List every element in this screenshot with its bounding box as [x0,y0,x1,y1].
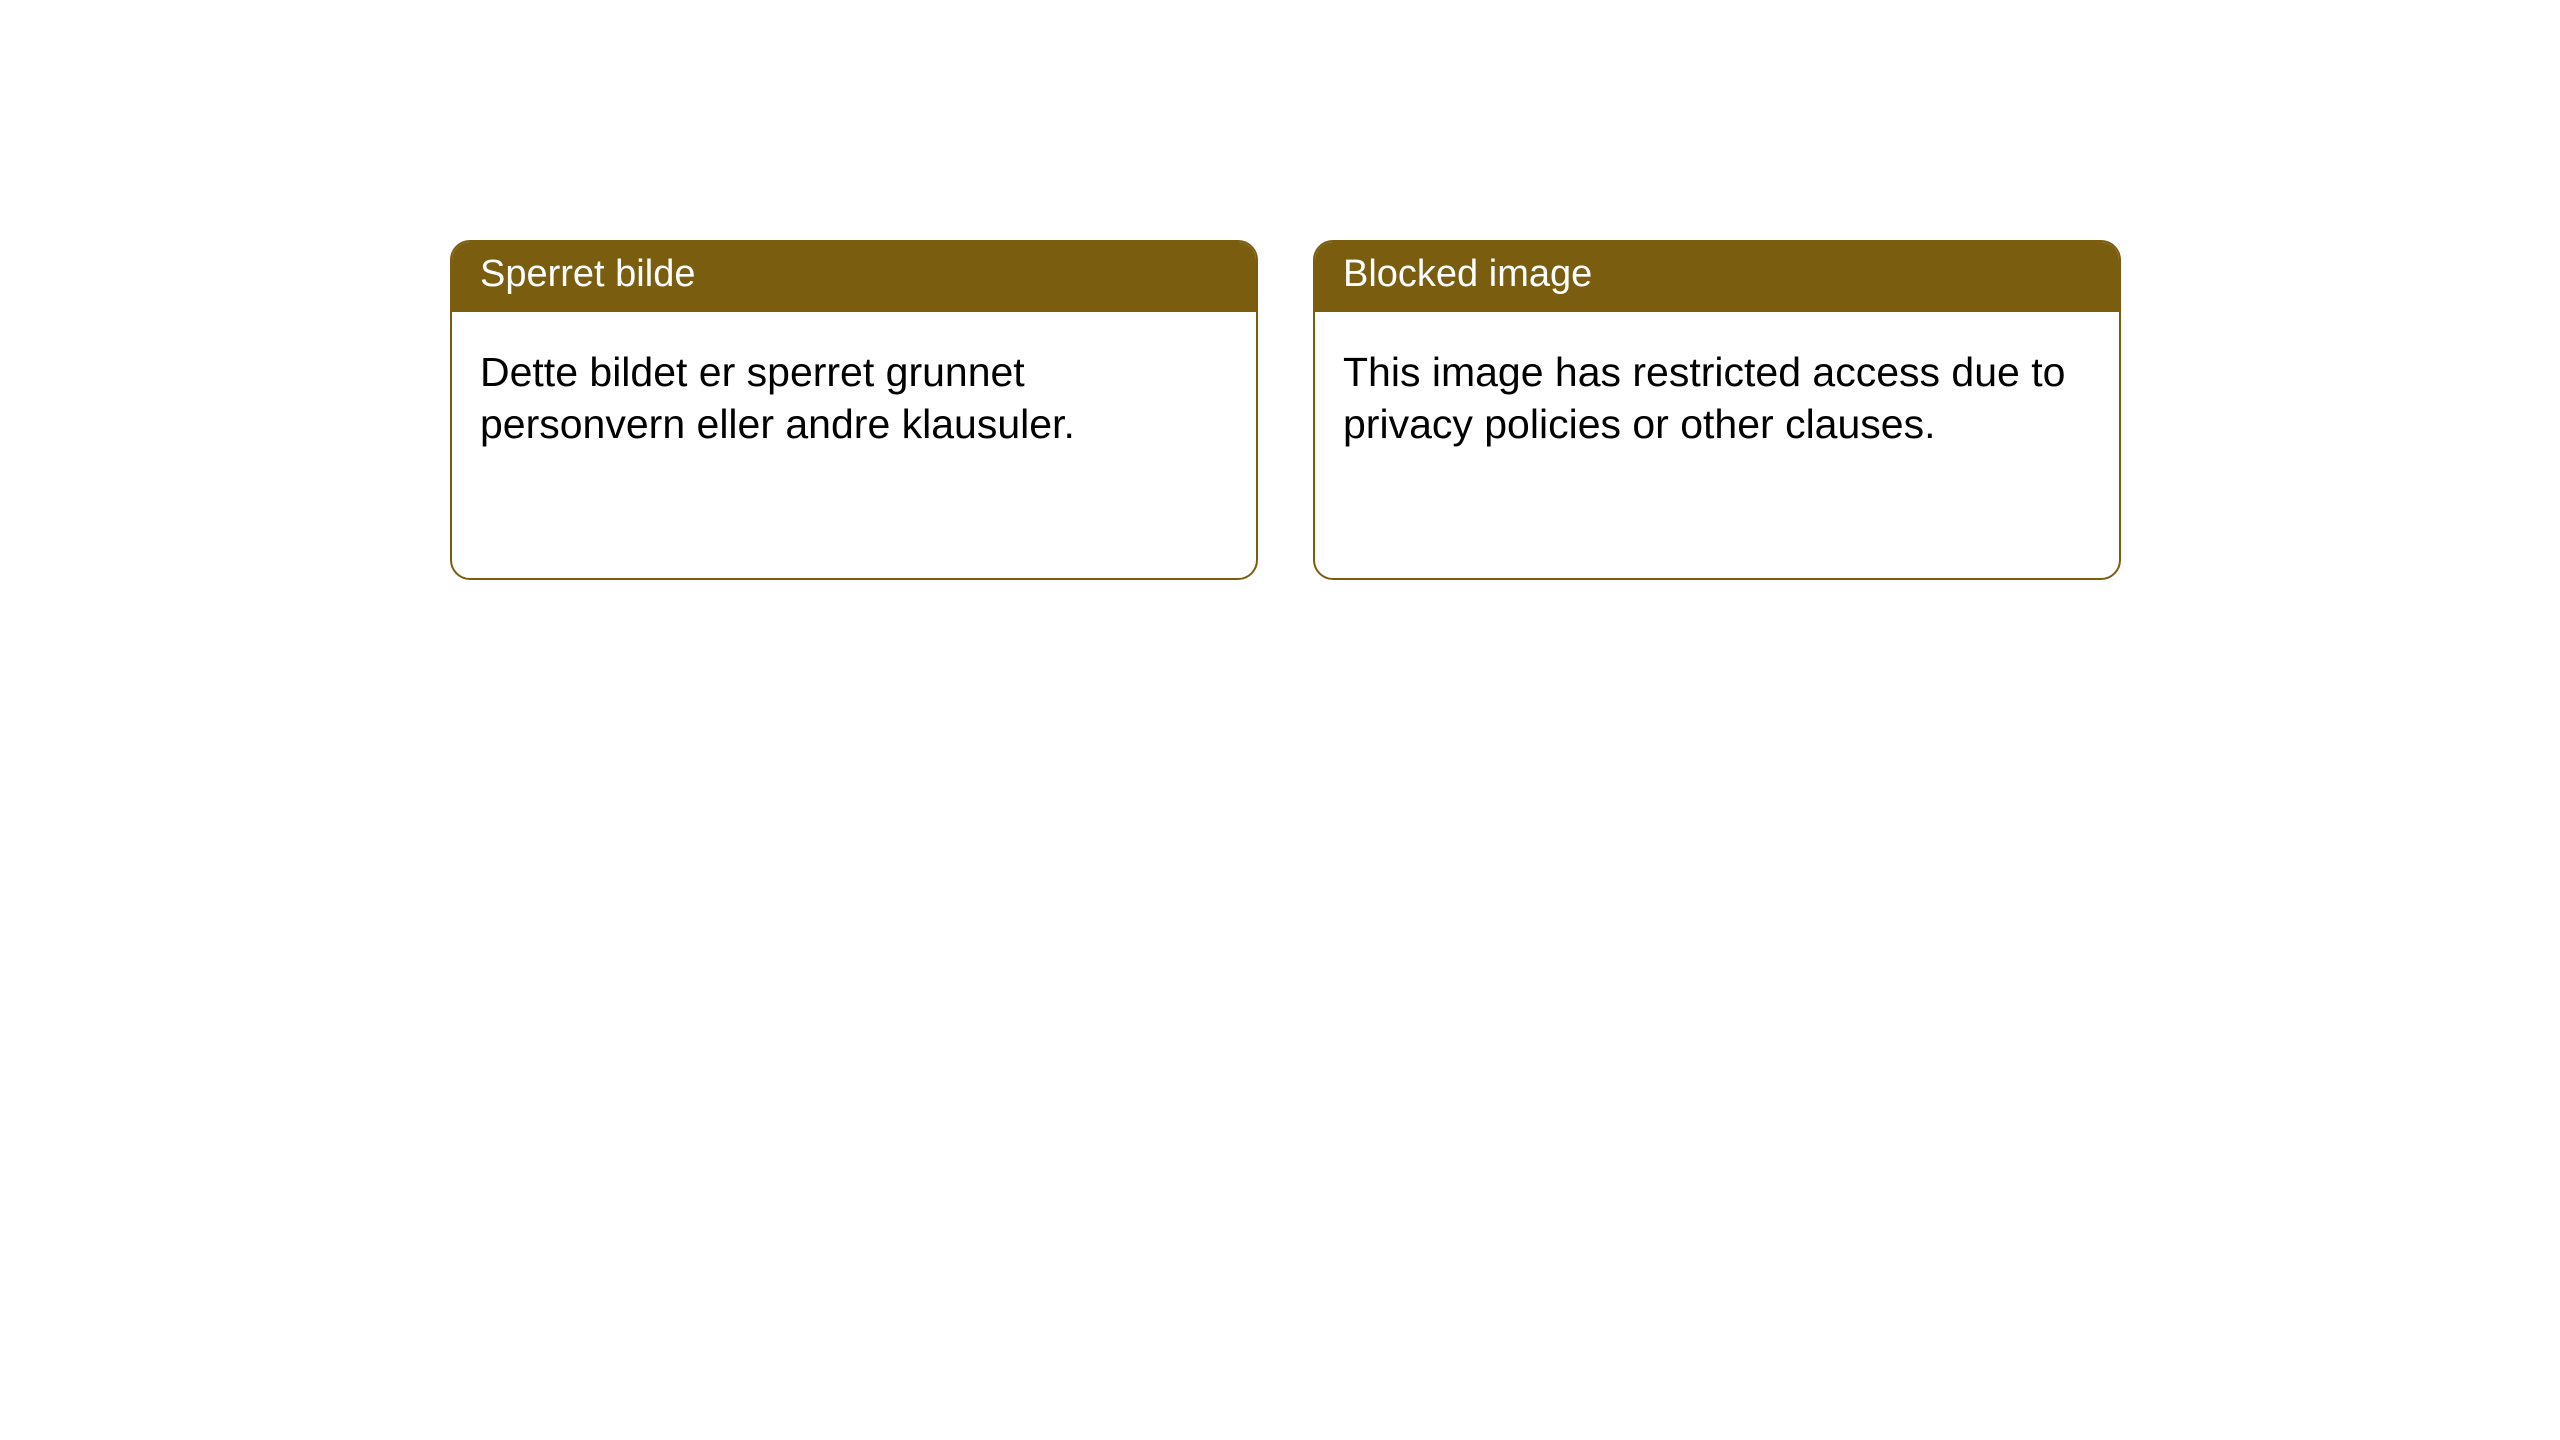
blocked-image-card-no: Sperret bilde Dette bildet er sperret gr… [450,240,1258,580]
card-header-en: Blocked image [1315,242,2119,312]
card-body-en: This image has restricted access due to … [1315,312,2119,485]
card-body-no: Dette bildet er sperret grunnet personve… [452,312,1256,485]
blocked-image-notices: Sperret bilde Dette bildet er sperret gr… [450,240,2121,580]
card-header-no: Sperret bilde [452,242,1256,312]
blocked-image-card-en: Blocked image This image has restricted … [1313,240,2121,580]
